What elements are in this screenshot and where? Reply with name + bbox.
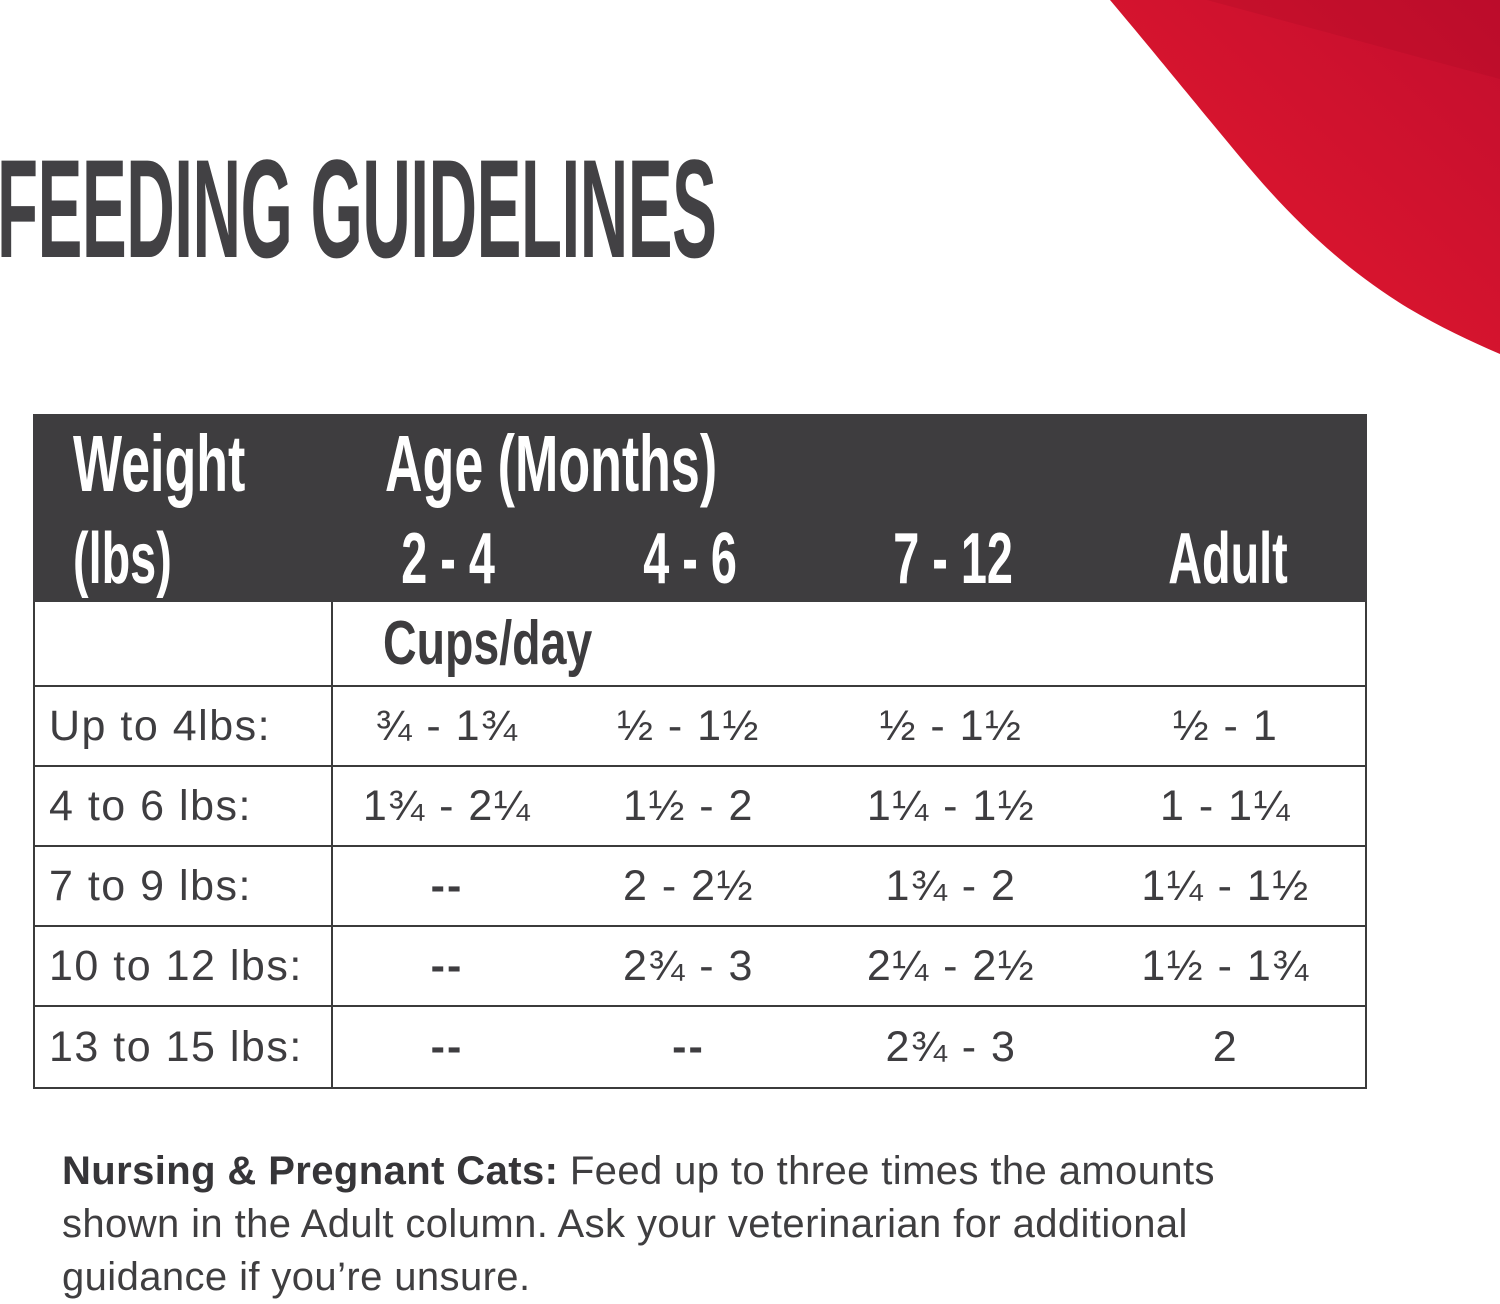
value-cell: ½ - 1 — [1086, 687, 1365, 765]
table-row: 10 to 12 lbs: -- 2¾ - 3 2¼ - 2½ 1½ - 1¾ — [35, 927, 1365, 1007]
value-cell: 1¼ - 1½ — [816, 767, 1086, 845]
swoosh-sheen — [1207, 0, 1500, 79]
value-label: 1¼ - 1½ — [866, 781, 1036, 830]
value-cell: -- — [561, 1007, 816, 1087]
header-weight-label: Weight — [73, 419, 246, 508]
value-cell: 1½ - 2 — [561, 767, 816, 845]
weight-label: 13 to 15 lbs: — [49, 1022, 303, 1071]
weight-cell: Up to 4lbs: — [35, 687, 333, 765]
header-col-2-4-label: 2 - 4 — [401, 519, 495, 599]
header-row-sub: (lbs) 2 - 4 4 - 6 7 - 12 Adult — [33, 523, 1367, 595]
value-label: 1 - 1¼ — [1160, 781, 1291, 830]
value-label: 1¾ - 2 — [885, 861, 1017, 910]
value-cell: -- — [333, 927, 561, 1005]
table-row: Up to 4lbs: ¾ - 1¾ ½ - 1½ ½ - 1½ ½ - 1 — [35, 687, 1365, 767]
value-cell: 2 — [1086, 1007, 1365, 1087]
value-label: -- — [430, 1022, 464, 1071]
value-label: ¾ - 1¾ — [375, 701, 519, 750]
value-cell: 1¾ - 2¼ — [333, 767, 561, 845]
value-cell: ¾ - 1¾ — [333, 687, 561, 765]
weight-label: 7 to 9 lbs: — [49, 861, 252, 910]
weight-label: 10 to 12 lbs: — [49, 941, 303, 990]
table-row: 4 to 6 lbs: 1¾ - 2¼ 1½ - 2 1¼ - 1½ 1 - 1… — [35, 767, 1365, 847]
value-cell: -- — [333, 1007, 561, 1087]
weight-cell: 4 to 6 lbs: — [35, 767, 333, 845]
header-weight-unit: (lbs) — [33, 523, 333, 595]
value-cell: 1¼ - 1½ — [1086, 847, 1365, 925]
header-col-4-6-label: 4 - 6 — [643, 519, 738, 599]
value-cell: 1 - 1¼ — [1086, 767, 1365, 845]
value-label: ½ - 1½ — [617, 701, 760, 750]
value-cell: 1½ - 1¾ — [1086, 927, 1365, 1005]
weight-cell: 13 to 15 lbs: — [35, 1007, 333, 1087]
value-label: 2 — [1212, 1022, 1239, 1071]
header-col-7-12: 7 - 12 — [818, 523, 1088, 595]
table-row: 7 to 9 lbs: -- 2 - 2½ 1¾ - 2 1¼ - 1½ — [35, 847, 1365, 927]
value-cell: 2¾ - 3 — [816, 1007, 1086, 1087]
value-label: -- — [430, 941, 464, 990]
header-col-7-12-label: 7 - 12 — [893, 519, 1013, 599]
red-swoosh-graphic — [1110, 0, 1500, 354]
units-label: Cups/day — [383, 608, 593, 678]
table-header: Weight Age (Months) (lbs) 2 - 4 4 - 6 7 … — [33, 414, 1367, 602]
value-label: -- — [672, 1022, 705, 1071]
weight-cell: 7 to 9 lbs: — [35, 847, 333, 925]
header-age-label: Age (Months) — [385, 419, 718, 508]
table-row: 13 to 15 lbs: -- -- 2¾ - 3 2 — [35, 1007, 1365, 1087]
value-label: ½ - 1½ — [879, 701, 1023, 750]
header-age: Age (Months) — [333, 424, 1367, 504]
page-title: FEEDING GUIDELINES — [0, 130, 717, 287]
header-weight: Weight — [33, 424, 333, 504]
value-label: 2¾ - 3 — [885, 1022, 1017, 1071]
footnote-label: Nursing & Pregnant Cats: — [62, 1149, 559, 1193]
value-cell: ½ - 1½ — [816, 687, 1086, 765]
units-cell: Cups/day — [333, 602, 1365, 685]
header-col-4-6: 4 - 6 — [563, 523, 818, 595]
units-row-spacer — [35, 602, 333, 685]
value-cell: 2 - 2½ — [561, 847, 816, 925]
value-cell: 2¼ - 2½ — [816, 927, 1086, 1005]
swoosh-shape — [1110, 0, 1500, 354]
header-row-main: Weight Age (Months) — [33, 414, 1367, 504]
value-label: 2¼ - 2½ — [866, 941, 1036, 990]
weight-label: Up to 4lbs: — [49, 701, 272, 750]
weight-label: 4 to 6 lbs: — [49, 781, 252, 830]
value-cell: ½ - 1½ — [561, 687, 816, 765]
value-label: 2 - 2½ — [623, 861, 754, 910]
header-weight-unit-label: (lbs) — [73, 519, 172, 599]
weight-cell: 10 to 12 lbs: — [35, 927, 333, 1005]
value-cell: 1¾ - 2 — [816, 847, 1086, 925]
header-col-adult: Adult — [1088, 523, 1367, 595]
value-label: ½ - 1 — [1172, 701, 1279, 750]
value-label: 1½ - 2 — [623, 781, 754, 830]
feeding-table: Weight Age (Months) (lbs) 2 - 4 4 - 6 7 … — [33, 414, 1367, 1089]
footnote-text: Feed up to three times the amounts shown… — [62, 1149, 1215, 1299]
footnote: Nursing & Pregnant Cats: Feed up to thre… — [62, 1145, 1302, 1304]
units-row: Cups/day — [35, 602, 1365, 687]
value-label: 1¼ - 1½ — [1141, 861, 1310, 910]
value-label: 1¾ - 2¼ — [362, 781, 532, 830]
value-label: 1½ - 1¾ — [1141, 941, 1310, 990]
value-label: -- — [430, 861, 464, 910]
value-label: 2¾ - 3 — [623, 941, 754, 990]
value-cell: 2¾ - 3 — [561, 927, 816, 1005]
header-col-2-4: 2 - 4 — [333, 523, 563, 595]
table-body: Cups/day Up to 4lbs: ¾ - 1¾ ½ - 1½ ½ - 1… — [33, 602, 1367, 1089]
value-cell: -- — [333, 847, 561, 925]
header-col-adult-label: Adult — [1167, 519, 1288, 599]
